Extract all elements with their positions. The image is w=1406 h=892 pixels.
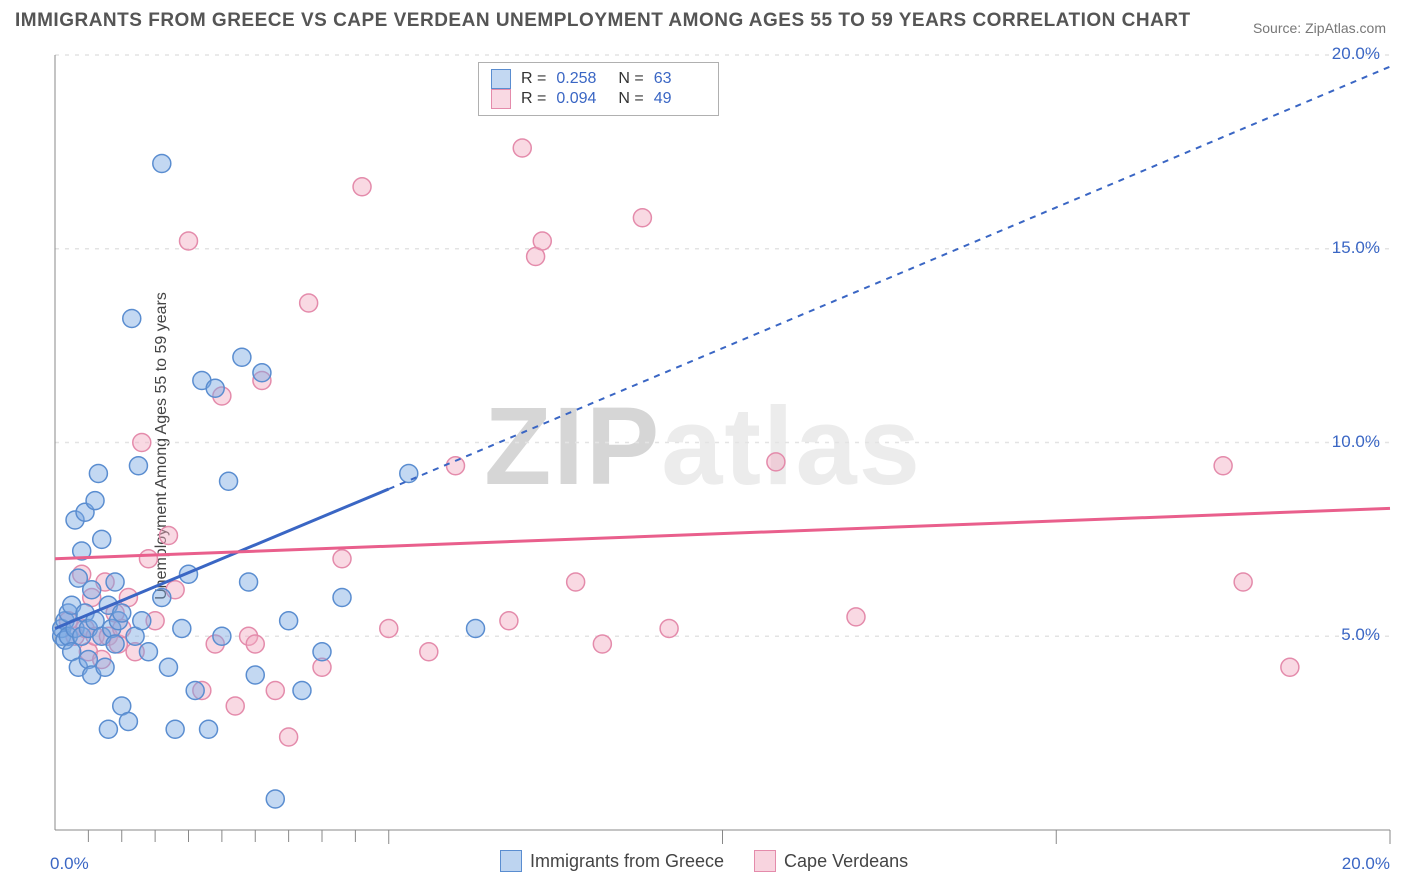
x-tick-left: 0.0% xyxy=(50,854,89,874)
legend-n-value: 49 xyxy=(654,90,706,108)
y-tick-label: 15.0% xyxy=(1332,238,1380,258)
legend-series: Immigrants from Greece Cape Verdeans xyxy=(500,850,908,872)
legend-r-label: R = xyxy=(521,70,546,88)
legend-r-value: 0.094 xyxy=(556,90,608,108)
legend-swatch xyxy=(491,69,511,89)
chart-svg xyxy=(0,0,1406,892)
y-tick-label: 10.0% xyxy=(1332,432,1380,452)
legend-swatch xyxy=(491,89,511,109)
y-tick-label: 5.0% xyxy=(1341,625,1380,645)
legend-r-value: 0.258 xyxy=(556,70,608,88)
legend-r-label: R = xyxy=(521,90,546,108)
legend-row: R = 0.094 N = 49 xyxy=(491,89,706,109)
legend-n-label: N = xyxy=(618,90,643,108)
legend-series-label: Immigrants from Greece xyxy=(530,851,724,872)
legend-swatch xyxy=(500,850,522,872)
chart-container: IMMIGRANTS FROM GREECE VS CAPE VERDEAN U… xyxy=(0,0,1406,892)
legend-swatch xyxy=(754,850,776,872)
legend-series-item: Cape Verdeans xyxy=(754,850,908,872)
legend-series-item: Immigrants from Greece xyxy=(500,850,724,872)
legend-correlation: R = 0.258 N = 63 R = 0.094 N = 49 xyxy=(478,62,719,116)
y-tick-label: 20.0% xyxy=(1332,44,1380,64)
legend-series-label: Cape Verdeans xyxy=(784,851,908,872)
legend-n-value: 63 xyxy=(654,70,706,88)
x-tick-right: 20.0% xyxy=(1342,854,1390,874)
legend-n-label: N = xyxy=(618,70,643,88)
legend-row: R = 0.258 N = 63 xyxy=(491,69,706,89)
